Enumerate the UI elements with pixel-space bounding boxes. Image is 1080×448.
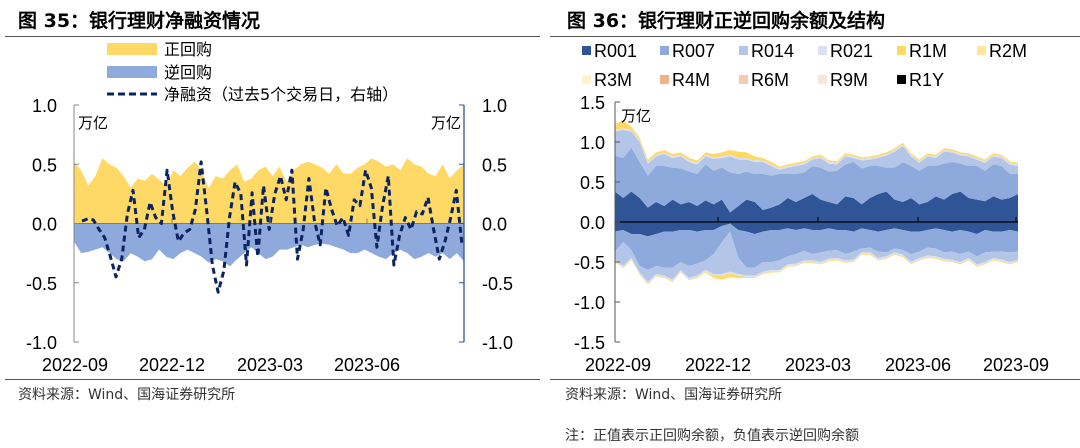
left-y-tick-label: -0.5 xyxy=(26,274,57,294)
reverse-area xyxy=(74,223,464,267)
left-y-tick-label: -1.0 xyxy=(26,333,57,353)
right-y-tick-label: 1.0 xyxy=(482,96,507,116)
y-tick-label: 0.0 xyxy=(580,213,605,233)
legend-swatch-r1y xyxy=(897,75,906,84)
legend-swatch-repo xyxy=(107,43,157,55)
net-financing-line xyxy=(81,160,464,294)
x-tick-label: 2022-09 xyxy=(585,355,651,375)
legend-label-net: 净融资（过去5个交易日，右轴） xyxy=(164,85,398,104)
x-tick-label: 2023-03 xyxy=(785,355,851,375)
right-y-tick-label: -1.0 xyxy=(482,333,513,353)
legend-label-r4m: R4M xyxy=(672,70,710,90)
x-tick-label: 2023-06 xyxy=(885,355,951,375)
right-y-tick-label: 0.5 xyxy=(482,155,507,175)
left-source: 资料来源：Wind、国海证券研究所 xyxy=(18,387,236,403)
left-title-rule xyxy=(5,36,540,37)
neg-r014-area xyxy=(615,231,1018,282)
x-tick-label: 2023-09 xyxy=(983,355,1049,375)
pos-r021-area xyxy=(615,128,1018,170)
right-panel: 图 36：银行理财正逆回购余额及结构 资料来源：Wind、国海证券研究所 注：正… xyxy=(545,0,1080,448)
legend-swatch-r6m xyxy=(739,75,748,84)
legend-swatch-r2m xyxy=(977,46,986,55)
y-tick-label: -0.5 xyxy=(574,253,605,273)
pos-r014-area xyxy=(615,130,1018,176)
left-y-tick-label: 1.0 xyxy=(32,96,57,116)
pos-r001-area xyxy=(615,191,1018,222)
right-note: 注：正值表示正回购余额，负值表示逆回购余额 xyxy=(565,428,859,444)
y-tick-label: 1.5 xyxy=(580,93,605,113)
neg-r007-area xyxy=(615,223,1018,270)
legend-label-r2m: R2M xyxy=(989,41,1027,61)
legend-label-r007: R007 xyxy=(672,41,715,61)
right-y-tick-label: 0.0 xyxy=(482,215,507,235)
legend-label-r1y: R1Y xyxy=(909,70,944,90)
left-unit-label: 万亿 xyxy=(78,114,108,132)
left-panel: 图 35：银行理财净融资情况 正回购逆回购净融资（过去5个交易日，右轴） 1.0… xyxy=(5,10,540,403)
y-tick-label: 0.5 xyxy=(580,173,605,193)
legend-label-r001: R001 xyxy=(594,41,637,61)
y-tick-label: -1.0 xyxy=(574,293,605,313)
x-tick-label: 2022-12 xyxy=(139,355,205,375)
right-source-rule xyxy=(550,379,1080,380)
legend-swatch-r014 xyxy=(739,46,748,55)
legend-swatch-reverse xyxy=(107,66,157,78)
pos-r007-area xyxy=(615,147,1018,213)
legend-label-r3m: R3M xyxy=(594,70,632,90)
x-tick-label: 2022-09 xyxy=(42,355,108,375)
left-source-rule xyxy=(5,379,540,380)
pos-r1m-area xyxy=(615,120,1018,169)
left-figure-title: 图 35：银行理财净融资情况 xyxy=(18,10,261,32)
legend-label-repo: 正回购 xyxy=(164,40,212,59)
legend-swatch-r9m xyxy=(818,75,827,84)
legend-swatch-r001 xyxy=(582,46,591,55)
legend-label-r9m: R9M xyxy=(830,70,868,90)
right-y-tick-label: -0.5 xyxy=(482,274,513,294)
left-y-tick-label: 0.5 xyxy=(32,155,57,175)
left-y-tick-label: 0.0 xyxy=(32,215,57,235)
legend-swatch-r007 xyxy=(660,46,669,55)
legend-swatch-r3m xyxy=(582,75,591,84)
legend-label-r1m: R1M xyxy=(909,41,947,61)
x-tick-label: 2023-06 xyxy=(334,355,400,375)
x-tick-label: 2022-12 xyxy=(685,355,751,375)
neg-r001-area xyxy=(615,222,1018,237)
neg-r021-area xyxy=(615,252,1018,284)
right-source: 资料来源：Wind、国海证券研究所 xyxy=(565,387,783,403)
right-chart: R001 R007 R014 R021 R1M R2M R3M R4M R6M R9M R1Y 1.… xyxy=(574,41,1049,375)
legend-swatch-r021 xyxy=(818,46,827,55)
y-tick-label: 1.0 xyxy=(580,133,605,153)
right-legend: R001 R007 R014 R021 R1M R2M R3M R4M R6M R9M R1Y xyxy=(582,41,1027,90)
legend-swatch-r1m xyxy=(897,46,906,55)
legend-label-r014: R014 xyxy=(751,41,794,61)
right-figure-title: 图 36：银行理财正逆回购余额及结构 xyxy=(567,10,886,32)
legend-label-r6m: R6M xyxy=(751,70,789,90)
x-tick-label: 2023-03 xyxy=(237,355,303,375)
right-unit-label: 万亿 xyxy=(431,114,461,132)
neg-r1m-area xyxy=(615,254,1018,285)
legend-label-r021: R021 xyxy=(830,41,873,61)
left-axes: 1.00.50.0-0.5-1.01.00.50.0-0.5-1.02022-0… xyxy=(26,96,513,375)
legend-swatch-r4m xyxy=(660,75,669,84)
right-title-rule xyxy=(550,36,1080,37)
right-plot-area xyxy=(615,120,1018,285)
left-plot-area xyxy=(74,158,464,294)
legend-label-reverse: 逆回购 xyxy=(164,63,212,82)
unit-label: 万亿 xyxy=(621,107,651,125)
y-tick-label: -1.5 xyxy=(574,333,605,353)
